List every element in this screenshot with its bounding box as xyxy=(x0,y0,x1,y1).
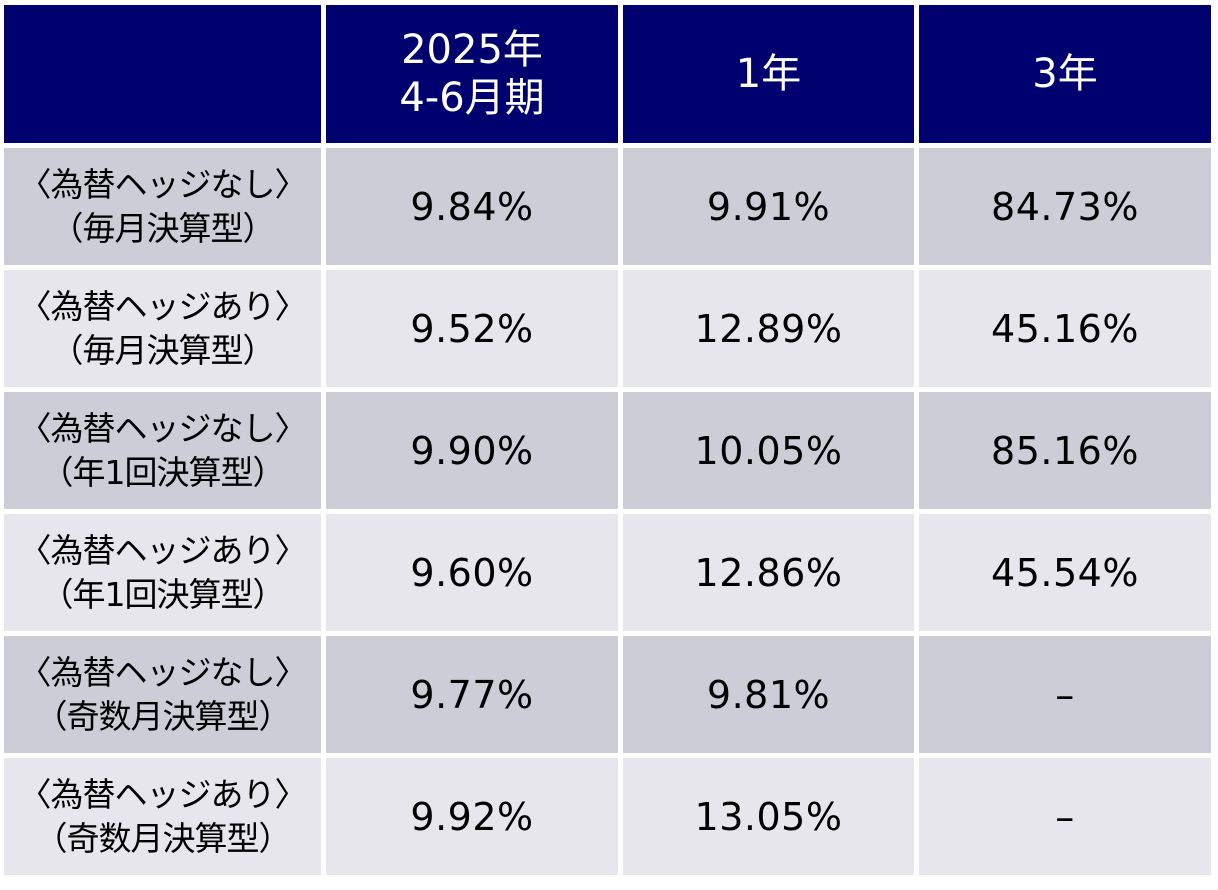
one-year-return: 12.89% xyxy=(623,270,914,387)
quarter-return: 9.90% xyxy=(326,392,618,509)
row-label-hedge: 〈為替ヘッジなし〉 xyxy=(18,164,308,204)
header-quarter-period: 4-6月期 xyxy=(399,75,545,121)
three-year-return: 45.16% xyxy=(919,270,1211,387)
row-label: 〈為替ヘッジなし〉 （毎月決算型） xyxy=(4,148,321,265)
one-year-return: 9.91% xyxy=(623,148,914,265)
header-label-cell xyxy=(4,5,321,143)
quarter-return: 9.84% xyxy=(326,148,618,265)
quarter-return: 9.92% xyxy=(326,758,618,875)
three-year-return: 45.54% xyxy=(919,514,1211,631)
row-label-hedge: 〈為替ヘッジあり〉 xyxy=(18,530,308,570)
row-label: 〈為替ヘッジあり〉 （毎月決算型） xyxy=(4,270,321,387)
table-header-row: 2025年 4-6月期 1年 3年 xyxy=(4,5,1211,143)
row-label: 〈為替ヘッジなし〉 （奇数月決算型） xyxy=(4,636,321,753)
row-label: 〈為替ヘッジなし〉 （年1回決算型） xyxy=(4,392,321,509)
row-label-hedge: 〈為替ヘッジなし〉 xyxy=(18,408,308,448)
one-year-return: 12.86% xyxy=(623,514,914,631)
row-label: 〈為替ヘッジあり〉 （年1回決算型） xyxy=(4,514,321,631)
row-label-hedge: 〈為替ヘッジあり〉 xyxy=(18,774,308,814)
row-label-hedge: 〈為替ヘッジあり〉 xyxy=(18,286,308,326)
table-row: 〈為替ヘッジあり〉 （毎月決算型） 9.52% 12.89% 45.16% xyxy=(4,270,1211,387)
row-label-type: （年1回決算型） xyxy=(40,452,286,492)
quarter-return: 9.77% xyxy=(326,636,618,753)
header-quarter: 2025年 4-6月期 xyxy=(326,5,618,143)
table-row: 〈為替ヘッジあり〉 （奇数月決算型） 9.92% 13.05% – xyxy=(4,758,1211,875)
row-label-type: （毎月決算型） xyxy=(50,208,276,248)
one-year-return: 9.81% xyxy=(623,636,914,753)
three-year-return: 85.16% xyxy=(919,392,1211,509)
row-label: 〈為替ヘッジあり〉 （奇数月決算型） xyxy=(4,758,321,875)
one-year-return: 13.05% xyxy=(623,758,914,875)
quarter-return: 9.52% xyxy=(326,270,618,387)
row-label-type: （奇数月決算型） xyxy=(34,696,292,736)
row-label-type: （毎月決算型） xyxy=(50,330,276,370)
row-label-type: （奇数月決算型） xyxy=(34,818,292,858)
header-three-year: 3年 xyxy=(919,5,1211,143)
quarter-return: 9.60% xyxy=(326,514,618,631)
three-year-return: – xyxy=(919,758,1211,875)
table-row: 〈為替ヘッジなし〉 （年1回決算型） 9.90% 10.05% 85.16% xyxy=(4,392,1211,509)
row-label-hedge: 〈為替ヘッジなし〉 xyxy=(18,652,308,692)
table-row: 〈為替ヘッジなし〉 （毎月決算型） 9.84% 9.91% 84.73% xyxy=(4,148,1211,265)
three-year-return: – xyxy=(919,636,1211,753)
row-label-type: （年1回決算型） xyxy=(40,574,286,614)
table-row: 〈為替ヘッジなし〉 （奇数月決算型） 9.77% 9.81% – xyxy=(4,636,1211,753)
table-row: 〈為替ヘッジあり〉 （年1回決算型） 9.60% 12.86% 45.54% xyxy=(4,514,1211,631)
header-quarter-year: 2025年 xyxy=(401,27,543,73)
one-year-return: 10.05% xyxy=(623,392,914,509)
header-one-year: 1年 xyxy=(623,5,914,143)
three-year-return: 84.73% xyxy=(919,148,1211,265)
